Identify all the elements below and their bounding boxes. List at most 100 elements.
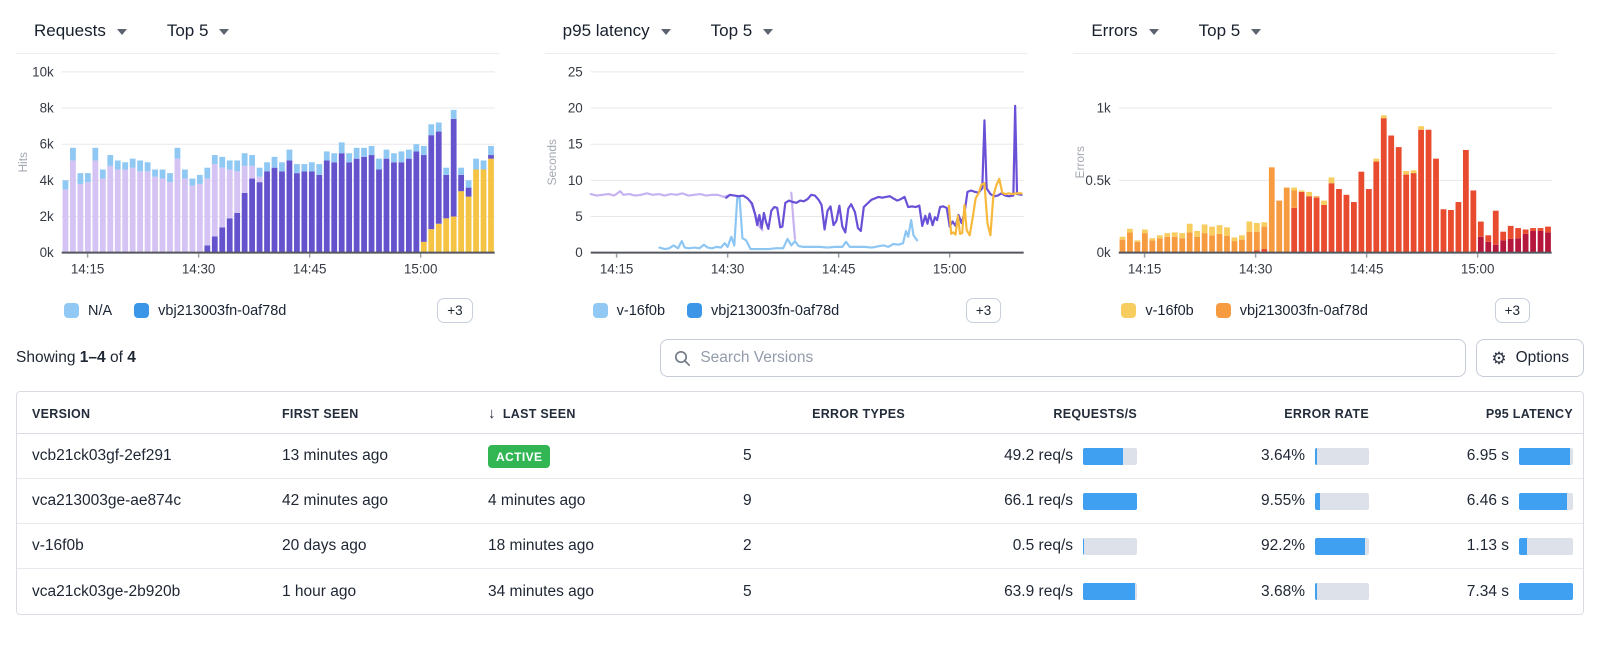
options-button[interactable]: ⚙ Options — [1476, 339, 1584, 378]
svg-text:1k: 1k — [1097, 101, 1111, 116]
showing-prefix: Showing — [16, 349, 76, 367]
search-icon — [675, 350, 691, 366]
svg-text:14:45: 14:45 — [1350, 262, 1384, 277]
metric-dropdown-requests[interactable]: Requests — [34, 21, 127, 41]
svg-text:5: 5 — [575, 209, 582, 224]
table-toolbar: Showing 1–4 of 4 ⚙ Options — [0, 323, 1600, 389]
sort-descending-icon: ↓ — [488, 405, 496, 423]
svg-text:0: 0 — [575, 245, 582, 260]
col-header-first-seen[interactable]: FIRST SEEN — [270, 392, 476, 435]
requests-cell: 49.2 req/s — [917, 433, 1149, 480]
svg-text:14:45: 14:45 — [822, 262, 856, 277]
svg-text:Seconds: Seconds — [545, 139, 559, 185]
legend-swatch — [687, 303, 703, 319]
last-seen-cell: ACTIVE — [476, 433, 731, 480]
legend-more-button[interactable]: +3 — [1494, 298, 1530, 324]
legend-item-version[interactable]: vbj213003fn-0af78d — [1215, 302, 1368, 319]
table-row[interactable]: v-16f0b 20 days ago 18 minutes ago 2 0.5… — [17, 523, 1583, 570]
svg-text:14:15: 14:15 — [1128, 262, 1162, 277]
chevron-down-icon — [219, 28, 230, 35]
legend-swatch — [1215, 303, 1231, 319]
search-input[interactable] — [700, 349, 1453, 368]
error-rate-cell: 92.2% — [1149, 523, 1381, 570]
table-row[interactable]: vcb21ck03gf-2ef291 13 minutes ago ACTIVE… — [17, 433, 1583, 480]
error-types-cell: 5 — [731, 433, 917, 480]
latency-legend: v-16f0b vbj213003fn-0af78d +3 — [545, 296, 1028, 324]
svg-text:10: 10 — [568, 173, 583, 188]
first-seen-cell: 13 minutes ago — [270, 433, 476, 480]
error-types-cell: 5 — [743, 582, 752, 600]
gear-icon: ⚙ — [1491, 348, 1507, 368]
versions-table: VERSION FIRST SEEN ↓ LAST SEEN ERROR TYPE… — [17, 392, 1583, 614]
p95-latency-cell: 6.46 s — [1381, 478, 1583, 525]
legend-swatch — [64, 303, 79, 319]
requests-meter — [1083, 492, 1137, 510]
legend-label: v-16f0b — [616, 302, 666, 319]
svg-text:14:30: 14:30 — [182, 262, 216, 277]
chart-panel-errors: Errors Top 5 0k 0.5k 1k 14:15 14:30 14:45 15:0… — [1073, 8, 1556, 324]
metric-dropdown-latency[interactable]: p95 latency — [563, 21, 671, 41]
topn-dropdown-requests[interactable]: Top 5 — [167, 21, 230, 41]
error-rate-meter — [1315, 447, 1369, 465]
showing-count: Showing 1–4 of 4 — [16, 349, 660, 367]
topn-dropdown-latency[interactable]: Top 5 — [711, 21, 774, 41]
legend-item-version[interactable]: vbj213003fn-0af78d — [134, 303, 286, 319]
latency-chart[interactable]: 0 5 10 15 20 25 14:15 14:30 14:45 15:00 Seconds — [545, 58, 1028, 296]
error-rate-meter — [1315, 492, 1369, 510]
version-cell[interactable]: vca213003ge-ae874c — [17, 478, 270, 525]
legend-item-version[interactable]: vbj213003fn-0af78d — [687, 303, 839, 319]
errors-chart[interactable]: 0k 0.5k 1k 14:15 14:30 14:45 15:00 Errors — [1073, 58, 1556, 296]
svg-text:14:30: 14:30 — [1239, 262, 1273, 277]
chevron-down-icon — [116, 28, 127, 35]
legend-label: vbj213003fn-0af78d — [1239, 302, 1368, 319]
metric-dropdown-label: p95 latency — [562, 20, 650, 40]
legend-item-v16f0b[interactable]: v-16f0b — [592, 302, 666, 319]
col-header-requests[interactable]: REQUESTS/S — [917, 392, 1149, 435]
requests-legend: N/A vbj213003fn-0af78d +3 — [16, 296, 499, 324]
p95-latency-cell: 7.34 s — [1381, 569, 1583, 614]
svg-text:15:00: 15:00 — [404, 262, 438, 277]
svg-text:15:00: 15:00 — [933, 262, 967, 277]
topn-dropdown-errors[interactable]: Top 5 — [1199, 21, 1262, 41]
first-seen-cell: 1 hour ago — [282, 582, 357, 600]
svg-text:Hits: Hits — [16, 152, 30, 173]
svg-text:0k: 0k — [40, 245, 54, 260]
col-header-p95-latency[interactable]: P95 LATENCY — [1381, 392, 1583, 435]
p95-meter — [1519, 492, 1573, 510]
col-header-error-rate[interactable]: ERROR RATE — [1149, 392, 1381, 435]
col-header-error-types[interactable]: ERROR TYPES — [731, 392, 917, 435]
svg-text:15:00: 15:00 — [1461, 262, 1495, 277]
chevron-down-icon — [660, 28, 671, 35]
legend-label: vbj213003fn-0af78d — [711, 302, 840, 319]
svg-text:14:15: 14:15 — [71, 262, 105, 277]
chart-panel-requests: Requests Top 5 0k 2k 4k 6k 8k 10k 14:15 14:30 14… — [16, 8, 499, 324]
latency-chart-body: 0 5 10 15 20 25 14:15 14:30 14:45 15:00 Seconds — [545, 54, 1028, 296]
versions-table-card: VERSION FIRST SEEN ↓ LAST SEEN ERROR TYPE… — [16, 391, 1584, 615]
topn-dropdown-label: Top 5 — [1198, 20, 1241, 40]
legend-more-button[interactable]: +3 — [965, 298, 1002, 324]
first-seen-cell: 42 minutes ago — [270, 478, 476, 525]
chevron-down-icon — [763, 28, 774, 35]
p95-latency-cell: 1.13 s — [1381, 523, 1583, 570]
svg-text:15: 15 — [568, 137, 583, 152]
legend-label: N/A — [88, 302, 113, 319]
table-row[interactable]: vca213003ge-ae874c 42 minutes ago 4 minu… — [17, 478, 1583, 525]
metric-dropdown-errors[interactable]: Errors — [1091, 21, 1159, 41]
version-cell[interactable]: vcb21ck03gf-2ef291 — [17, 433, 270, 480]
search-box[interactable] — [660, 339, 1467, 378]
requests-chart[interactable]: 0k 2k 4k 6k 8k 10k 14:15 14:30 14:45 15:00 Hits — [16, 58, 499, 296]
requests-meter — [1083, 447, 1137, 465]
col-header-version[interactable]: VERSION — [17, 392, 270, 435]
col-header-last-seen[interactable]: ↓ LAST SEEN — [476, 392, 731, 435]
legend-more-button[interactable]: +3 — [437, 298, 473, 324]
legend-swatch — [592, 303, 608, 319]
svg-text:20: 20 — [568, 101, 583, 116]
legend-item-na[interactable]: N/A — [64, 303, 112, 319]
legend-item-v16f0b[interactable]: v-16f0b — [1121, 303, 1194, 319]
version-cell[interactable]: v-16f0b — [17, 523, 270, 570]
version-cell[interactable]: vca21ck03ge-2b920b — [32, 582, 181, 600]
last-seen-cell: 18 minutes ago — [476, 523, 731, 570]
requests-panel-header: Requests Top 5 — [16, 8, 499, 54]
active-badge: ACTIVE — [488, 444, 551, 468]
table-row[interactable]: vca21ck03ge-2b920b 1 hour ago 34 minutes… — [17, 569, 1583, 614]
